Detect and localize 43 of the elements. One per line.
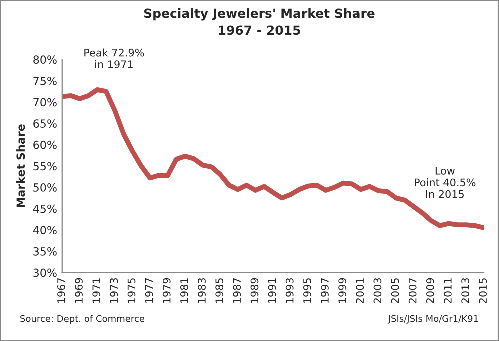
y-tick-label: 60% (34, 140, 57, 150)
y-tick-label: 40% (33, 226, 57, 235)
x-tick-label: 1999 (338, 278, 346, 304)
y-tick-label: 55% (34, 162, 57, 171)
source-note: Source: Dept. of Commerce (20, 315, 144, 324)
y-tick-label: 65% (34, 120, 57, 128)
x-tick-label: 1973 (110, 278, 118, 304)
chart-title: Specialty Jewelers' Market Share 1967 - 2015 (144, 8, 375, 36)
x-tick-label: 1971 (92, 278, 101, 304)
x-tick-label: 1977 (145, 278, 154, 304)
x-tick-label: 2013 (462, 278, 470, 304)
x-tick-label: 2011 (444, 278, 452, 304)
y-tick-label: 75% (34, 76, 57, 86)
y-tick-label: 80% (34, 56, 57, 64)
x-tick-label: 2003 (374, 278, 382, 304)
x-tick-label: 1997 (321, 278, 329, 304)
x-tick-label: 2015 (479, 278, 488, 304)
annotation: Low Point 40.5% In 2015 (415, 167, 476, 198)
x-tick-label: 1969 (75, 278, 83, 304)
y-axis-title: Market Share (16, 124, 26, 208)
x-tick-label: 1993 (286, 278, 294, 304)
y-tick-label: 50% (34, 184, 57, 192)
annotation: Peak 72.9% in 1971 (84, 48, 144, 68)
x-tick-label: 2001 (356, 278, 364, 304)
y-tick-label: 35% (34, 247, 57, 256)
x-tick-label: 2005 (391, 278, 400, 304)
y-tick-label: 45% (33, 204, 57, 214)
x-tick-label: 1979 (162, 278, 171, 304)
line-series (62, 88, 484, 230)
x-tick-label: 1967 (58, 278, 66, 304)
x-tick-label: 1995 (303, 278, 312, 304)
x-tick-label: 1985 (216, 278, 224, 304)
x-tick-label: 1975 (128, 278, 136, 304)
text: JSIs/JSIs Mo/Gr1/K91 (388, 315, 478, 324)
x-tick-label: 1981 (180, 278, 188, 304)
x-tick-label: 1989 (250, 278, 259, 304)
y-tick-label: 70% (34, 98, 57, 107)
y-tick-label: 30% (34, 268, 57, 278)
x-tick-label: 1987 (233, 278, 242, 304)
x-tick-label: 2007 (408, 278, 417, 304)
x-tick-label: 1991 (268, 278, 276, 304)
x-tick-label: 2009 (426, 278, 434, 304)
x-tick-label: 1983 (198, 278, 206, 304)
